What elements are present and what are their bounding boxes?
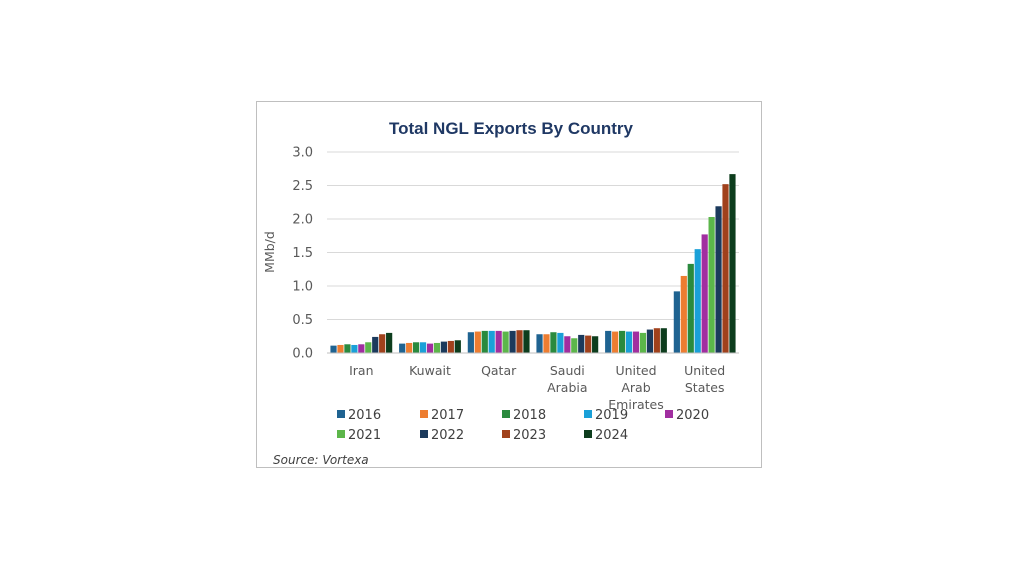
- bar: [729, 174, 736, 353]
- y-tick-label: 1.0: [292, 280, 313, 295]
- bar: [481, 330, 488, 353]
- bar-chart: Total NGL Exports By Country 0.0 0.5 1.0 1.…: [262, 119, 739, 467]
- bar: [406, 342, 413, 353]
- bar: [413, 342, 420, 353]
- y-tick-label: 2.5: [292, 179, 313, 194]
- bar: [358, 344, 365, 353]
- bar: [543, 334, 550, 353]
- chart-title: Total NGL Exports By Country: [389, 119, 634, 138]
- bar: [467, 332, 474, 353]
- bar: [372, 336, 379, 353]
- bar: [646, 329, 653, 353]
- bar: [399, 343, 406, 353]
- bar: [523, 330, 530, 353]
- bar: [330, 345, 337, 353]
- legend-label: 2021: [348, 428, 381, 443]
- legend-swatch: [337, 430, 345, 438]
- bar: [433, 342, 441, 353]
- y-tick-label: 3.0: [292, 146, 313, 161]
- bar: [715, 206, 722, 353]
- category-label: United: [615, 363, 656, 378]
- bar: [660, 328, 667, 353]
- bar: [708, 216, 715, 353]
- y-tick-label: 2.0: [292, 213, 313, 228]
- chart-card: Total NGL Exports By Country 0.0 0.5 1.0 1.…: [256, 101, 762, 468]
- bar: [619, 330, 626, 353]
- legend-swatch: [665, 410, 673, 418]
- bar: [337, 344, 344, 353]
- bar: [578, 334, 585, 353]
- legend-label: 2019: [595, 408, 628, 423]
- bar: [509, 330, 516, 353]
- legend-label: 2023: [513, 428, 546, 443]
- bar: [536, 334, 543, 353]
- bar: [351, 344, 358, 353]
- legend-label: 2018: [513, 408, 546, 423]
- bar: [550, 332, 557, 353]
- category-label: Iran: [349, 363, 373, 378]
- bar: [516, 330, 523, 353]
- bar: [379, 334, 386, 353]
- y-tick-label: 0.5: [292, 313, 313, 328]
- bar: [488, 330, 495, 353]
- category-label: Arabia: [547, 380, 587, 395]
- category-label: Arab: [621, 380, 650, 395]
- bar: [426, 343, 434, 353]
- bar: [701, 234, 708, 353]
- legend-label: 2016: [348, 408, 381, 423]
- category-label: United: [684, 363, 725, 378]
- bar: [440, 341, 447, 353]
- bar: [625, 331, 633, 353]
- bar: [344, 344, 351, 353]
- bar: [722, 184, 729, 353]
- bar: [653, 328, 660, 353]
- legend-swatch: [584, 410, 592, 418]
- gridlines: [327, 151, 739, 320]
- legend-label: 2024: [595, 428, 628, 443]
- bar: [386, 332, 393, 353]
- y-tick-label: 1.5: [292, 246, 313, 261]
- legend-swatch: [420, 410, 428, 418]
- legend-label: 2020: [676, 408, 709, 423]
- bar: [585, 335, 592, 353]
- y-axis-ticks: 0.0 0.5 1.0 1.5 2.0 2.5 3.0: [292, 146, 313, 362]
- category-label: Qatar: [481, 363, 517, 378]
- bar: [612, 331, 619, 353]
- legend-swatch: [337, 410, 345, 418]
- bar: [419, 342, 427, 353]
- bars: [330, 174, 736, 353]
- y-axis-title: MMb/d: [262, 231, 277, 273]
- bar: [673, 291, 680, 353]
- legend: 2016 2017 2018 2019 2020 2021 2022 2023 2024: [337, 408, 709, 443]
- category-label: States: [685, 380, 725, 395]
- bar: [592, 336, 599, 353]
- bar: [694, 249, 701, 353]
- bar: [687, 263, 694, 353]
- category-label: Kuwait: [409, 363, 451, 378]
- bar: [474, 331, 481, 353]
- category-label: Emirates: [608, 397, 663, 412]
- legend-swatch: [502, 410, 510, 418]
- legend-swatch: [502, 430, 510, 438]
- bar: [365, 342, 372, 353]
- bar: [605, 330, 612, 353]
- y-tick-label: 0.0: [292, 347, 313, 362]
- bar: [639, 332, 647, 353]
- bar: [502, 331, 509, 353]
- legend-swatch: [584, 430, 592, 438]
- bar: [454, 340, 461, 353]
- bar: [571, 338, 578, 353]
- bar: [632, 331, 640, 353]
- bar: [680, 275, 687, 353]
- source-note: Source: Vortexa: [273, 453, 369, 467]
- category-label: Saudi: [550, 363, 585, 378]
- x-axis-categories: Iran Kuwait Qatar Saudi Arabia United Arab Emir…: [349, 363, 725, 412]
- legend-label: 2017: [431, 408, 464, 423]
- bar: [495, 330, 502, 353]
- bar: [447, 340, 454, 353]
- bar: [557, 332, 564, 353]
- bar: [564, 336, 571, 353]
- legend-label: 2022: [431, 428, 464, 443]
- legend-swatch: [420, 430, 428, 438]
